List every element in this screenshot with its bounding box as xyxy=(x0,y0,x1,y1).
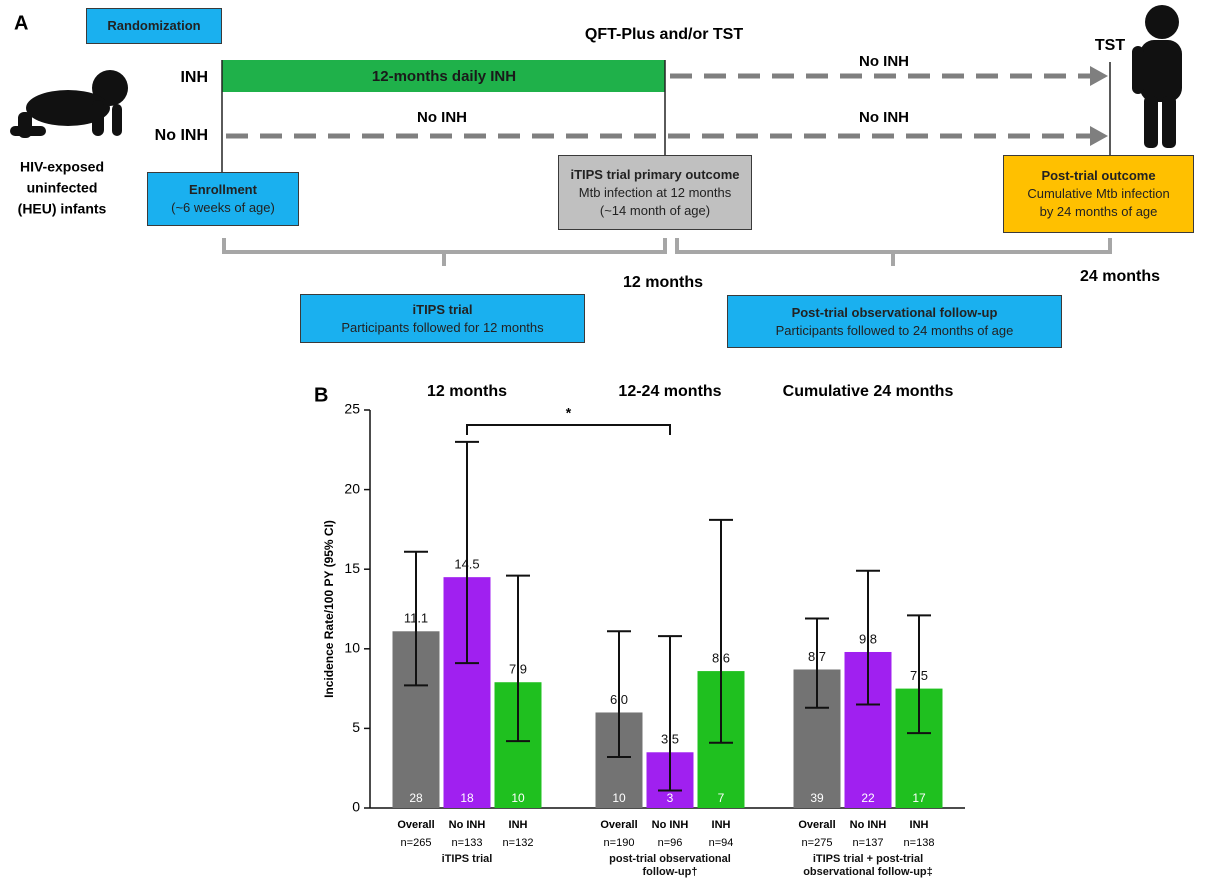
count-label: 3 xyxy=(667,791,674,805)
end-test-label: TST xyxy=(1095,37,1125,54)
series-label: INH xyxy=(509,819,528,831)
arrow xyxy=(1090,66,1108,86)
panel-label: A xyxy=(14,12,28,34)
count-label: 22 xyxy=(861,791,875,805)
n-label: n=96 xyxy=(658,837,683,849)
box-title: Post-trial outcome xyxy=(1004,167,1193,185)
timepoint-label: 12 months xyxy=(623,274,703,291)
value-label: 8.6 xyxy=(712,651,730,666)
arrow xyxy=(1090,126,1108,146)
group-title: Cumulative 24 months xyxy=(783,383,954,400)
box-title: iTIPS trial primary outcome xyxy=(559,166,751,184)
infant-icon xyxy=(10,70,128,138)
enrollment-box: Enrollment (~6 weeks of age) xyxy=(147,172,299,226)
series-label: No INH xyxy=(652,819,689,831)
count-label: 39 xyxy=(810,791,824,805)
box-title: Randomization xyxy=(87,17,221,35)
y-tick-label: 10 xyxy=(344,640,360,656)
population-label: HIV-exposed xyxy=(20,159,104,175)
count-label: 18 xyxy=(460,791,474,805)
period-box: Post-trial observational follow-up Parti… xyxy=(727,295,1062,348)
box-line: (~14 month of age) xyxy=(559,202,751,220)
significance-bracket xyxy=(467,425,670,435)
count-label: 28 xyxy=(409,791,423,805)
panel-label: B xyxy=(314,384,328,406)
n-label: n=137 xyxy=(853,837,884,849)
count-label: 10 xyxy=(511,791,525,805)
count-label: 17 xyxy=(912,791,926,805)
box-line: by 24 months of age xyxy=(1004,203,1193,221)
arm-label: INH xyxy=(180,69,208,86)
series-label: Overall xyxy=(600,819,637,831)
timepoint-label: 24 months xyxy=(1080,268,1160,285)
category-label: post-trial observational follow-up† xyxy=(595,853,745,879)
category-label: iTIPS trial xyxy=(392,853,542,866)
period-bracket xyxy=(224,238,1110,266)
n-label: n=190 xyxy=(604,837,635,849)
n-label: n=275 xyxy=(802,837,833,849)
test-label: QFT-Plus and/or TST xyxy=(585,26,743,43)
inh-bar-label: 12-months daily INH xyxy=(372,68,516,85)
box-line: Participants followed for 12 months xyxy=(301,319,584,337)
value-label: 6.0 xyxy=(610,692,628,707)
n-label: n=94 xyxy=(709,837,734,849)
population-label: (HEU) infants xyxy=(18,201,107,217)
y-tick-label: 0 xyxy=(352,799,360,815)
group-title: 12-24 months xyxy=(618,383,721,400)
n-label: n=133 xyxy=(452,837,483,849)
value-label: 8.7 xyxy=(808,649,826,664)
figure: A QFT-Plus and/or TST TST INH No INH 12-… xyxy=(0,0,1205,884)
box-line: Participants followed to 24 months of ag… xyxy=(728,322,1061,340)
series-label: Overall xyxy=(798,819,835,831)
series-label: INH xyxy=(712,819,731,831)
box-title: Post-trial observational follow-up xyxy=(728,304,1061,322)
count-label: 10 xyxy=(612,791,626,805)
count-label: 7 xyxy=(718,791,725,805)
value-label: 14.5 xyxy=(454,557,479,572)
figure-canvas: A QFT-Plus and/or TST TST INH No INH 12-… xyxy=(0,0,1205,884)
category-label: iTIPS trial + post-trial observational f… xyxy=(793,853,943,879)
y-tick-label: 15 xyxy=(344,560,360,576)
no-inh-label: No INH xyxy=(859,109,909,126)
value-label: 3.5 xyxy=(661,732,679,747)
arm-label: No INH xyxy=(155,127,208,144)
y-axis-label: Incidence Rate/100 PY (95% CI) xyxy=(322,520,336,698)
annotation: * xyxy=(566,405,572,421)
child-icon xyxy=(1132,5,1182,148)
n-label: n=132 xyxy=(503,837,534,849)
value-label: 11.1 xyxy=(404,611,428,626)
period-box: iTIPS trial Participants followed for 12… xyxy=(300,294,585,343)
box-title: Enrollment xyxy=(148,181,298,199)
y-tick-label: 25 xyxy=(344,401,360,417)
box-title: iTIPS trial xyxy=(301,301,584,319)
n-label: n=265 xyxy=(401,837,432,849)
randomization-box: Randomization xyxy=(86,8,222,44)
box-line: (~6 weeks of age) xyxy=(148,199,298,217)
primary-outcome-box: iTIPS trial primary outcome Mtb infectio… xyxy=(558,155,752,230)
value-label: 7.9 xyxy=(509,662,527,677)
post-trial-outcome-box: Post-trial outcome Cumulative Mtb infect… xyxy=(1003,155,1194,233)
no-inh-label: No INH xyxy=(417,109,467,126)
series-label: Overall xyxy=(397,819,434,831)
series-label: No INH xyxy=(449,819,486,831)
group-title: 12 months xyxy=(427,383,507,400)
series-label: INH xyxy=(910,819,929,831)
series-label: No INH xyxy=(850,819,887,831)
value-label: 7.5 xyxy=(910,668,928,683)
population-label: uninfected xyxy=(27,180,98,196)
box-line: Cumulative Mtb infection xyxy=(1004,185,1193,203)
y-tick-label: 5 xyxy=(352,719,360,735)
bar-chart: B 12 months 12-24 months Cumulative 24 mont… xyxy=(314,383,965,849)
value-label: 9.8 xyxy=(859,631,877,646)
n-label: n=138 xyxy=(904,837,935,849)
y-tick-label: 20 xyxy=(344,480,360,496)
box-line: Mtb infection at 12 months xyxy=(559,184,751,202)
no-inh-label: No INH xyxy=(859,53,909,70)
